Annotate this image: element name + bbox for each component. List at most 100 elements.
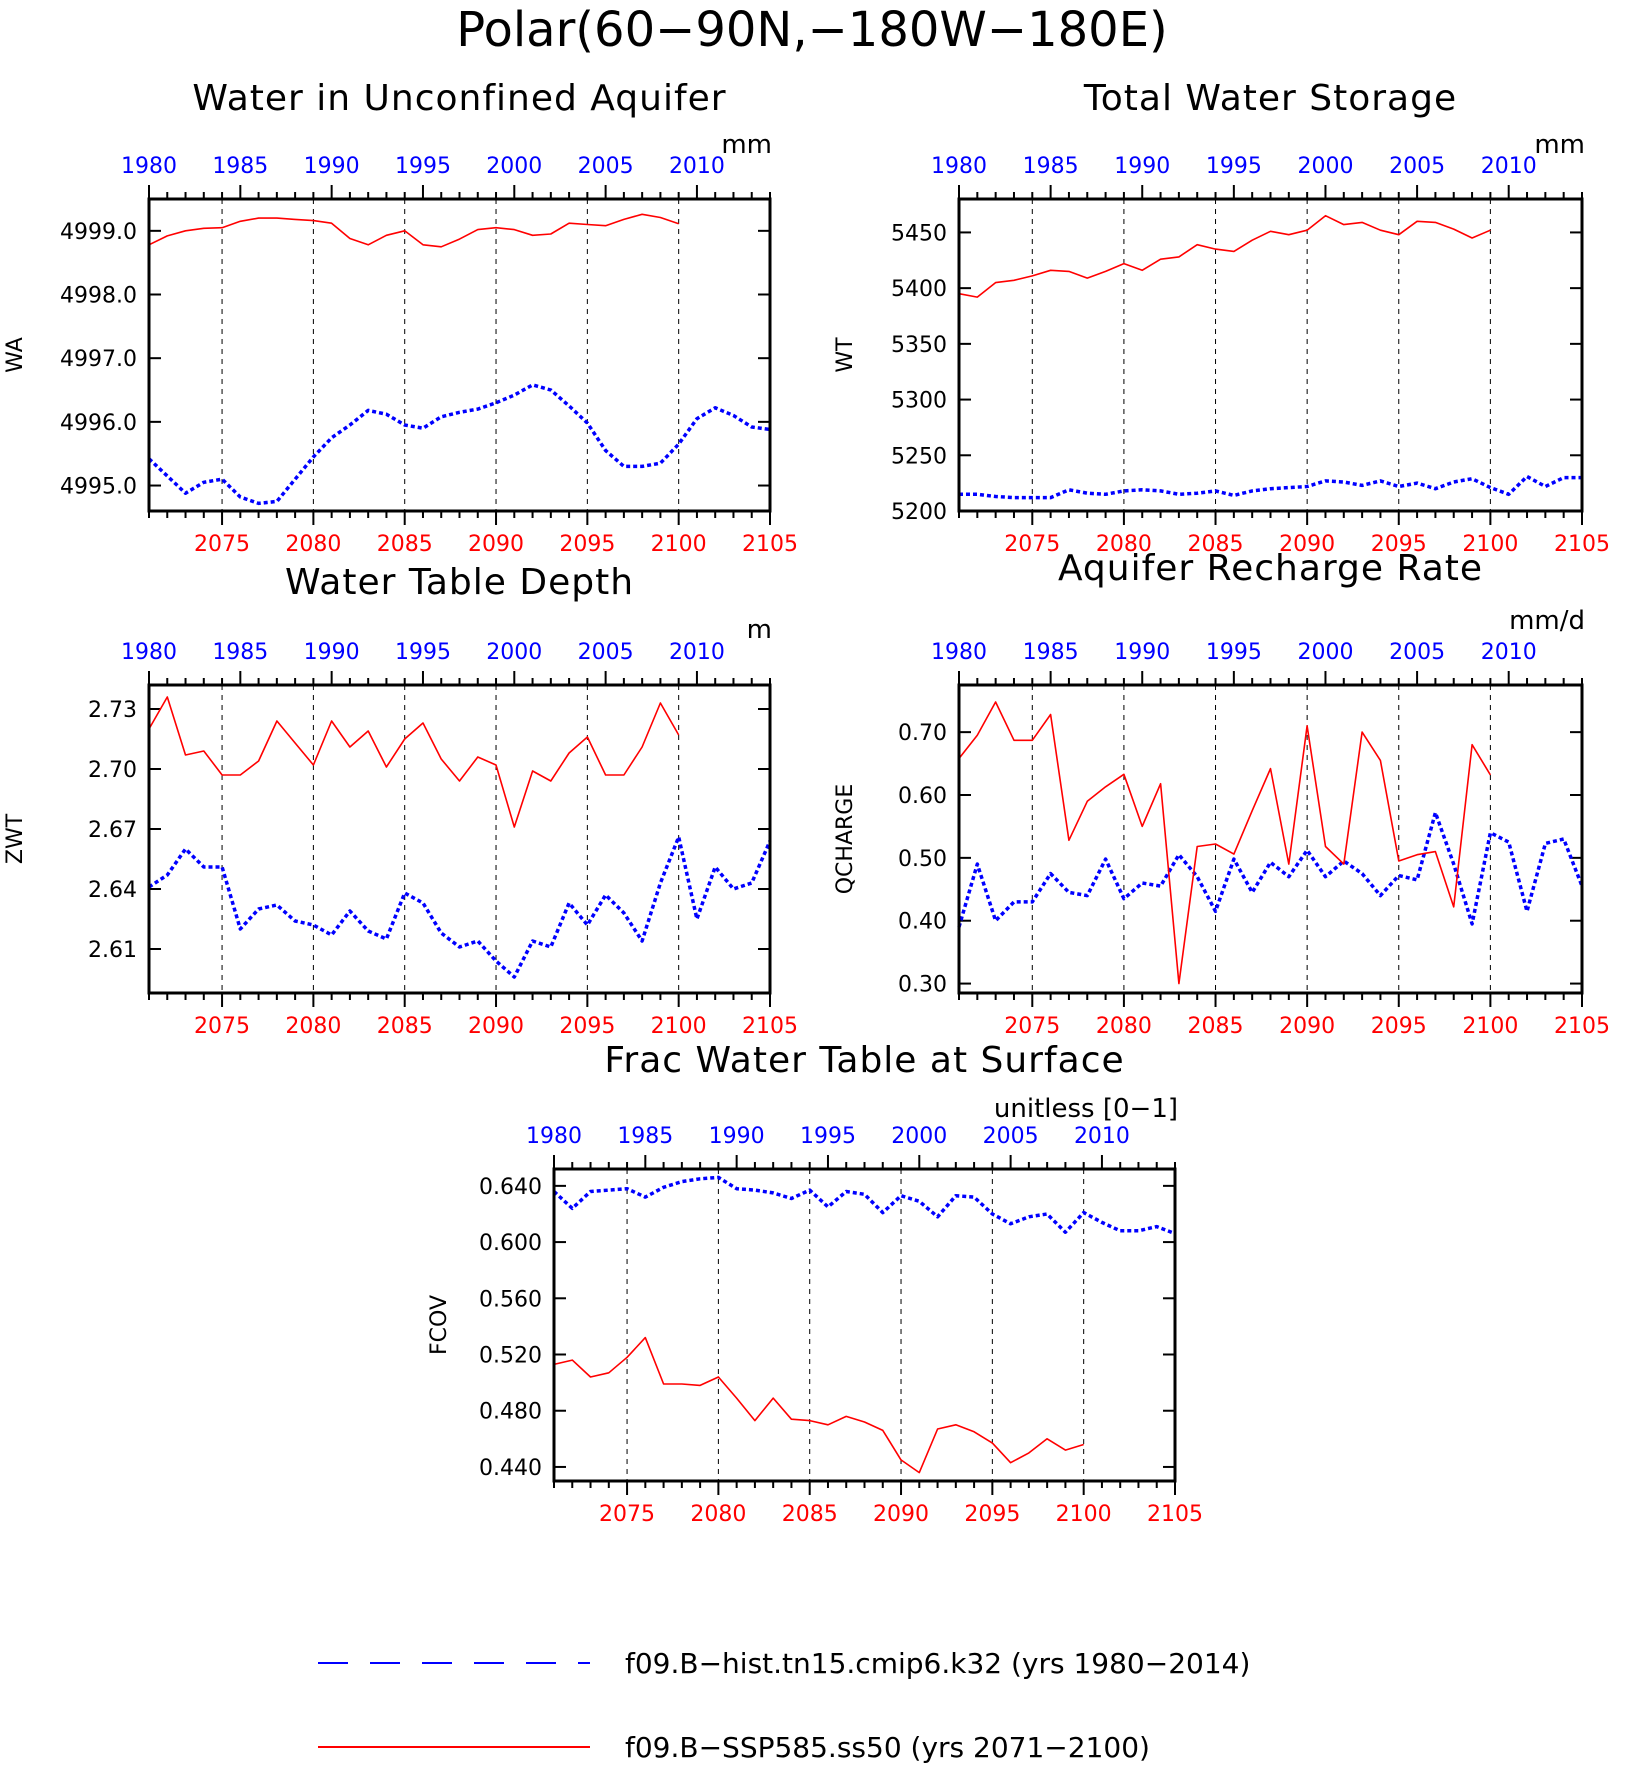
x-tick-label-bottom: 2075: [1004, 532, 1060, 557]
x-tick-label-bottom: 2100: [1056, 1502, 1112, 1527]
x-tick-label-bottom: 2105: [1147, 1502, 1203, 1527]
x-tick-label-top: 1980: [526, 1124, 582, 1149]
x-tick-label-top: 2010: [669, 640, 725, 665]
series-line-hist: [147, 383, 771, 506]
x-tick-label-top: 1990: [304, 154, 360, 179]
panel-total-water-storage: Total Water Storage mm WT 5200 5250 5300 5350 5…: [833, 78, 1610, 557]
x-tick-label-top: 2005: [578, 640, 634, 665]
x-tick-label-top: 2000: [486, 154, 542, 179]
x-tick-label-bottom: 2090: [1279, 532, 1335, 557]
x-tick-label-top: 1995: [1206, 154, 1262, 179]
series-line-hist: [957, 810, 1584, 928]
panel-water-table-depth: Water Table Depth m ZWT 2.61 2.64 2.67 2.70 2.7…: [3, 562, 798, 1039]
panel-title: Water in Unconfined Aquifer: [192, 78, 726, 119]
x-tick-label-bottom: 2085: [377, 532, 433, 557]
x-tick-label-bottom: 2075: [599, 1502, 655, 1527]
x-tick-label-top: 1985: [1023, 640, 1079, 665]
x-tick-label-top: 1990: [1114, 154, 1170, 179]
y-axis-label: WA: [3, 337, 28, 373]
x-tick-label-top: 2010: [1074, 1124, 1130, 1149]
y-tick-label: 0.30: [898, 973, 947, 998]
x-tick-label-bottom: 2095: [964, 1502, 1020, 1527]
x-tick-label-top: 1990: [1114, 640, 1170, 665]
y-tick-label: 0.50: [898, 847, 947, 872]
x-tick-label-top: 1985: [617, 1124, 673, 1149]
x-tick-label-top: 2005: [1389, 640, 1445, 665]
y-tick-label: 4999.0: [60, 220, 137, 245]
x-tick-label-top: 1995: [1206, 640, 1262, 665]
x-tick-label-bottom: 2075: [194, 1014, 250, 1039]
y-tick-label: 5450: [891, 221, 947, 246]
x-tick-label-bottom: 2080: [690, 1502, 746, 1527]
x-tick-label-bottom: 2080: [1096, 532, 1152, 557]
plot-frame: [957, 683, 1584, 995]
plot-frame: [147, 683, 772, 995]
legend-label-ssp: f09.B−SSP585.ss50 (yrs 2071−2100): [625, 1731, 1150, 1764]
y-tick-label: 0.60: [898, 784, 947, 809]
units-label: mm: [721, 130, 772, 160]
x-tick-label-top: 1980: [121, 640, 177, 665]
x-tick-label-top: 2005: [983, 1124, 1039, 1149]
y-tick-label: 5400: [891, 277, 947, 302]
y-tick-label: 4998.0: [60, 284, 137, 309]
x-tick-label-bottom: 2105: [742, 1014, 798, 1039]
series-line-ssp: [148, 213, 679, 248]
y-tick-label: 5250: [891, 444, 947, 469]
series-line-hist: [148, 835, 772, 979]
series-line-ssp: [958, 214, 1491, 298]
x-tick-label-bottom: 2095: [559, 1014, 615, 1039]
plot-frame: [957, 197, 1584, 513]
y-tick-label: 5300: [891, 389, 947, 414]
x-tick-label-top: 2010: [1481, 154, 1537, 179]
x-tick-label-top: 1980: [931, 640, 987, 665]
y-tick-label: 0.70: [898, 721, 947, 746]
x-tick-label-bottom: 2105: [1554, 1014, 1610, 1039]
x-tick-label-bottom: 2075: [1004, 1014, 1060, 1039]
x-tick-label-top: 2000: [1297, 640, 1353, 665]
y-tick-label: 5200: [891, 500, 947, 525]
x-tick-label-bottom: 2095: [1371, 532, 1427, 557]
panel-title: Frac Water Table at Surface: [604, 1040, 1124, 1081]
x-tick-label-top: 2000: [891, 1124, 947, 1149]
x-tick-label-top: 2005: [578, 154, 634, 179]
legend-label-hist: f09.B−hist.tn15.cmip6.k32 (yrs 1980−2014…: [625, 1647, 1250, 1680]
y-tick-label: 0.440: [479, 1456, 542, 1481]
x-tick-label-bottom: 2105: [742, 532, 798, 557]
x-tick-label-top: 2005: [1389, 154, 1445, 179]
series-line-ssp: [553, 1336, 1084, 1474]
x-tick-label-top: 1980: [931, 154, 987, 179]
x-tick-label-top: 1995: [800, 1124, 856, 1149]
units-label: mm/d: [1509, 606, 1585, 636]
y-tick-label: 0.640: [479, 1175, 542, 1200]
x-tick-label-bottom: 2100: [1462, 1014, 1518, 1039]
y-tick-label: 2.70: [88, 758, 137, 783]
y-tick-label: 4996.0: [60, 411, 137, 436]
x-tick-label-top: 1985: [1023, 154, 1079, 179]
figure-title: Polar(60−90N,−180W−180E): [456, 2, 1168, 58]
x-tick-label-bottom: 2090: [468, 1014, 524, 1039]
x-tick-label-bottom: 2075: [194, 532, 250, 557]
y-axis-label: ZWT: [3, 813, 28, 864]
y-tick-label: 5350: [891, 333, 947, 358]
x-tick-label-bottom: 2080: [285, 1014, 341, 1039]
x-tick-label-top: 1995: [395, 640, 451, 665]
y-tick-label: 0.40: [898, 910, 947, 935]
panel-title: Water Table Depth: [285, 562, 634, 603]
x-tick-label-bottom: 2100: [651, 532, 707, 557]
series-line-hist: [959, 474, 1582, 500]
plot-frame: [552, 1167, 1177, 1483]
y-tick-label: 4995.0: [60, 475, 137, 500]
panel-title: Aquifer Recharge Rate: [1058, 548, 1483, 589]
units-label: unitless [0−1]: [994, 1094, 1178, 1124]
panel-water-in-unconfined-aquifer: Water in Unconfined Aquifer mm WA 4995.0 499…: [3, 78, 798, 557]
x-tick-label-bottom: 2090: [873, 1502, 929, 1527]
x-tick-label-top: 2010: [1481, 640, 1537, 665]
y-tick-label: 2.64: [88, 878, 137, 903]
x-tick-label-bottom: 2085: [1188, 532, 1244, 557]
y-tick-label: 2.73: [88, 698, 137, 723]
x-tick-label-bottom: 2080: [285, 532, 341, 557]
y-tick-label: 2.67: [88, 818, 137, 843]
y-tick-label: 0.480: [479, 1400, 542, 1425]
x-tick-label-top: 1990: [304, 640, 360, 665]
x-tick-label-top: 1995: [395, 154, 451, 179]
